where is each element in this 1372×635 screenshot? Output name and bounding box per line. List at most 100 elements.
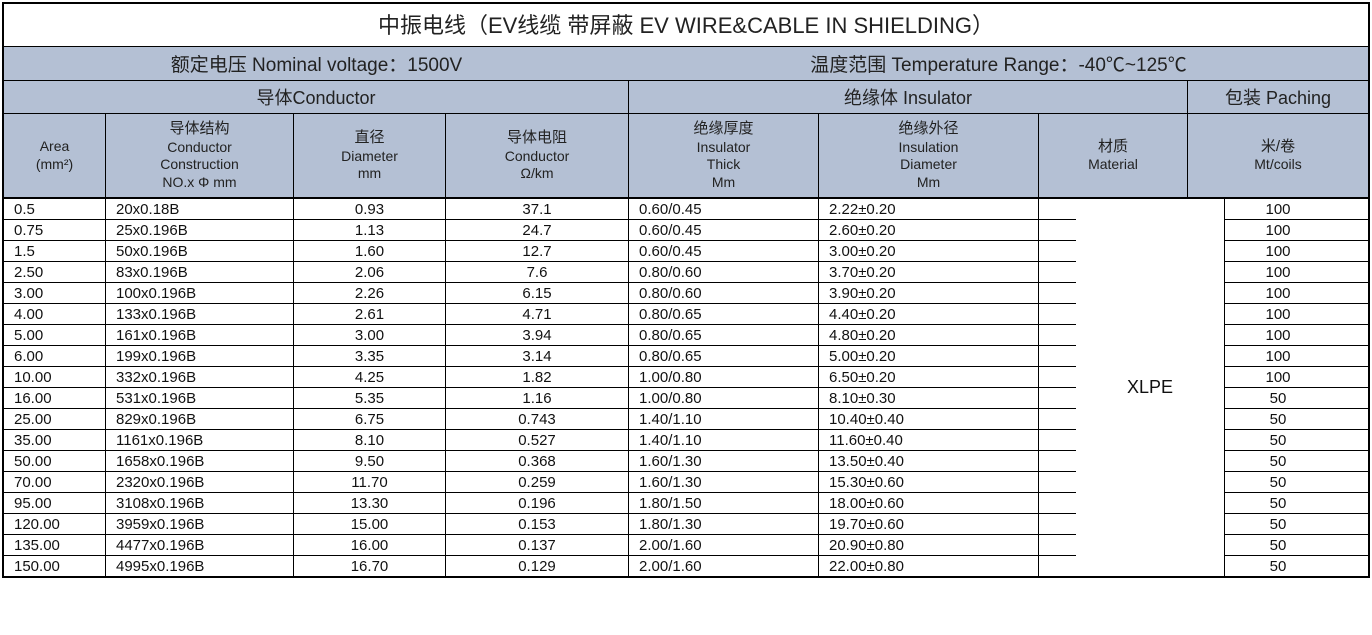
cell-insul-dia: 3.00±0.20 bbox=[819, 241, 1039, 261]
cell-insul-dia: 20.90±0.80 bbox=[819, 535, 1039, 555]
cell-resistance: 12.7 bbox=[446, 241, 629, 261]
head-area-l2: (mm²) bbox=[8, 156, 101, 174]
cell-resistance: 7.6 bbox=[446, 262, 629, 282]
cell-area: 0.75 bbox=[4, 220, 106, 240]
cell-insul-thick: 1.80/1.50 bbox=[629, 493, 819, 513]
cell-area: 4.00 bbox=[4, 304, 106, 324]
cell-construction: 20x0.18B bbox=[106, 199, 294, 219]
cell-insul-thick: 1.00/0.80 bbox=[629, 367, 819, 387]
cell-insul-dia: 5.00±0.20 bbox=[819, 346, 1039, 366]
material-cell: XLPE bbox=[1076, 199, 1225, 576]
cell-diameter: 16.00 bbox=[294, 535, 446, 555]
cell-diameter: 11.70 bbox=[294, 472, 446, 492]
cell-area: 10.00 bbox=[4, 367, 106, 387]
cell-area: 25.00 bbox=[4, 409, 106, 429]
head-pack-l2: Mt/coils bbox=[1192, 156, 1364, 174]
head-insul-thick: 绝缘厚度 Insulator Thick Mm bbox=[629, 114, 819, 197]
cell-area: 50.00 bbox=[4, 451, 106, 471]
cell-insul-dia: 10.40±0.40 bbox=[819, 409, 1039, 429]
head-resistance: 导体电阻 Conductor Ω/km bbox=[446, 114, 629, 197]
head-ithk-l3: Thick bbox=[633, 156, 814, 174]
cell-construction: 161x0.196B bbox=[106, 325, 294, 345]
cell-diameter: 2.06 bbox=[294, 262, 446, 282]
head-res-l3: Ω/km bbox=[450, 165, 624, 183]
temperature-range: 温度范围 Temperature Range：-40℃~125℃ bbox=[629, 47, 1368, 80]
group-insulator: 绝缘体 Insulator bbox=[629, 81, 1188, 113]
table-body: XLPE 0.520x0.18B0.9337.10.60/0.452.22±0.… bbox=[4, 199, 1368, 576]
cell-insul-thick: 0.60/0.45 bbox=[629, 199, 819, 219]
cell-insul-dia: 2.22±0.20 bbox=[819, 199, 1039, 219]
cell-construction: 332x0.196B bbox=[106, 367, 294, 387]
cell-insul-dia: 11.60±0.40 bbox=[819, 430, 1039, 450]
cell-resistance: 0.743 bbox=[446, 409, 629, 429]
cell-area: 5.00 bbox=[4, 325, 106, 345]
cell-diameter: 2.61 bbox=[294, 304, 446, 324]
cell-insul-dia: 15.30±0.60 bbox=[819, 472, 1039, 492]
group-header-row: 导体Conductor 绝缘体 Insulator 包装 Paching bbox=[4, 81, 1368, 114]
cell-insul-thick: 0.60/0.45 bbox=[629, 241, 819, 261]
cell-construction: 100x0.196B bbox=[106, 283, 294, 303]
head-packing: 米/卷 Mt/coils bbox=[1188, 114, 1368, 197]
head-idia-l4: Mm bbox=[823, 174, 1034, 192]
head-res-l2: Conductor bbox=[450, 148, 624, 166]
table-title: 中振电线（EV线缆 带屏蔽 EV WIRE&CABLE IN SHIELDING… bbox=[4, 4, 1368, 47]
cell-construction: 50x0.196B bbox=[106, 241, 294, 261]
cell-resistance: 0.153 bbox=[446, 514, 629, 534]
cell-insul-dia: 3.70±0.20 bbox=[819, 262, 1039, 282]
head-idia-l2: Insulation bbox=[823, 139, 1034, 157]
cell-diameter: 3.00 bbox=[294, 325, 446, 345]
head-area: Area (mm²) bbox=[4, 114, 106, 197]
head-cons-l4: NO.x Φ mm bbox=[110, 174, 289, 192]
cell-resistance: 24.7 bbox=[446, 220, 629, 240]
cell-insul-dia: 2.60±0.20 bbox=[819, 220, 1039, 240]
cell-area: 70.00 bbox=[4, 472, 106, 492]
head-pack-l1: 米/卷 bbox=[1192, 138, 1364, 157]
group-conductor: 导体Conductor bbox=[4, 81, 629, 113]
head-idia-l3: Diameter bbox=[823, 156, 1034, 174]
cell-insul-thick: 2.00/1.60 bbox=[629, 556, 819, 576]
cell-construction: 2320x0.196B bbox=[106, 472, 294, 492]
cell-insul-thick: 2.00/1.60 bbox=[629, 535, 819, 555]
cell-construction: 25x0.196B bbox=[106, 220, 294, 240]
cell-diameter: 0.93 bbox=[294, 199, 446, 219]
cell-diameter: 1.13 bbox=[294, 220, 446, 240]
cell-construction: 133x0.196B bbox=[106, 304, 294, 324]
cell-diameter: 9.50 bbox=[294, 451, 446, 471]
head-dia-l1: 直径 bbox=[298, 129, 441, 148]
cell-insul-thick: 0.80/0.65 bbox=[629, 304, 819, 324]
cell-insul-thick: 1.60/1.30 bbox=[629, 472, 819, 492]
cell-area: 6.00 bbox=[4, 346, 106, 366]
cell-area: 150.00 bbox=[4, 556, 106, 576]
cell-resistance: 0.196 bbox=[446, 493, 629, 513]
cell-resistance: 0.527 bbox=[446, 430, 629, 450]
cell-insul-dia: 22.00±0.80 bbox=[819, 556, 1039, 576]
head-dia-l3: mm bbox=[298, 165, 441, 183]
cell-construction: 829x0.196B bbox=[106, 409, 294, 429]
cell-resistance: 4.71 bbox=[446, 304, 629, 324]
cell-construction: 83x0.196B bbox=[106, 262, 294, 282]
cell-resistance: 6.15 bbox=[446, 283, 629, 303]
head-ithk-l1: 绝缘厚度 bbox=[633, 120, 814, 139]
nominal-voltage: 额定电压 Nominal voltage：1500V bbox=[4, 47, 629, 80]
cell-area: 35.00 bbox=[4, 430, 106, 450]
cell-area: 3.00 bbox=[4, 283, 106, 303]
group-packing: 包装 Paching bbox=[1188, 81, 1368, 113]
cell-construction: 1658x0.196B bbox=[106, 451, 294, 471]
head-diameter: 直径 Diameter mm bbox=[294, 114, 446, 197]
cell-diameter: 1.60 bbox=[294, 241, 446, 261]
cell-resistance: 37.1 bbox=[446, 199, 629, 219]
cell-insul-dia: 3.90±0.20 bbox=[819, 283, 1039, 303]
head-mat-l2: Material bbox=[1043, 156, 1183, 174]
cell-resistance: 0.368 bbox=[446, 451, 629, 471]
cell-area: 0.5 bbox=[4, 199, 106, 219]
head-material: 材质 Material bbox=[1039, 114, 1188, 197]
head-cons-l2: Conductor bbox=[110, 139, 289, 157]
meta-row: 额定电压 Nominal voltage：1500V 温度范围 Temperat… bbox=[4, 47, 1368, 81]
cell-insul-dia: 18.00±0.60 bbox=[819, 493, 1039, 513]
head-area-l1: Area bbox=[8, 138, 101, 156]
cell-construction: 4995x0.196B bbox=[106, 556, 294, 576]
cell-insul-thick: 0.80/0.60 bbox=[629, 262, 819, 282]
cell-diameter: 13.30 bbox=[294, 493, 446, 513]
cell-insul-dia: 19.70±0.60 bbox=[819, 514, 1039, 534]
head-res-l1: 导体电阻 bbox=[450, 129, 624, 148]
